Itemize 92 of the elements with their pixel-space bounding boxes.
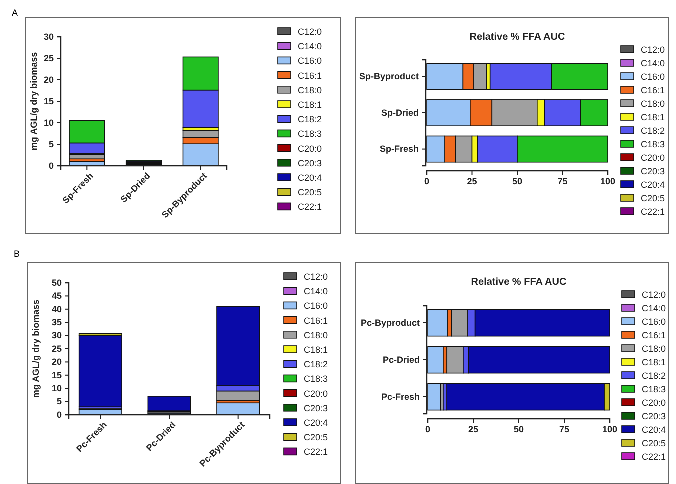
legend-label: C20:0 — [298, 144, 322, 154]
legend-label: C20:3 — [642, 412, 666, 422]
x-tick-label: 25 — [468, 424, 479, 434]
text: A — [12, 8, 18, 18]
legend-label: C18:0 — [304, 330, 328, 340]
legend-label: C20:3 — [304, 403, 328, 414]
y-tick-label: Sp-Fresh — [380, 144, 419, 154]
legend-label: C18:2 — [298, 114, 322, 125]
x-tick-label: 100 — [600, 176, 616, 186]
legend-label: C16:1 — [642, 330, 666, 340]
legend-label: C20:5 — [304, 432, 328, 443]
legend-label: C18:1 — [304, 345, 328, 355]
legend-label: C20:4 — [298, 173, 322, 183]
y-tick-label: Pc-Byproduct — [360, 318, 420, 328]
legend-label: C18:0 — [641, 99, 666, 109]
chart-title: Relative % FFA AUC — [470, 32, 566, 43]
legend-label: C12:0 — [298, 27, 322, 37]
y-tick-label: 0 — [48, 160, 54, 171]
x-tick-label: 0 — [425, 424, 431, 434]
legend-label: C14:0 — [641, 58, 666, 68]
legend-label: C16:1 — [641, 86, 666, 96]
legend-label: C18:1 — [642, 358, 666, 368]
y-tick-label: Sp-Byproduct — [360, 72, 419, 82]
legend-label: C22:1 — [298, 202, 322, 212]
y-axis-title: mg AGL/g dry biomass — [31, 300, 41, 398]
x-tick-label: 75 — [559, 424, 570, 434]
x-tick-label: 75 — [558, 176, 568, 186]
y-tick-label: 25 — [52, 344, 62, 354]
y-tick-label: 35 — [52, 317, 62, 328]
legend-label: C12:0 — [304, 272, 328, 282]
y-tick-label: 15 — [52, 370, 62, 380]
legend-label: C16:0 — [641, 72, 666, 82]
y-tick-label: 45 — [52, 291, 62, 302]
y-tick-label: 0 — [56, 410, 62, 420]
legend-label: C18:2 — [642, 371, 666, 381]
legend-label: C18:1 — [641, 112, 666, 122]
legend-label: C18:2 — [641, 126, 666, 136]
legend-label: C12:0 — [642, 290, 666, 300]
legend-label: C18:2 — [304, 360, 328, 370]
legend-label: C18:3 — [641, 140, 666, 150]
x-tick-label: 100 — [602, 424, 618, 434]
legend-label: C14:0 — [304, 286, 328, 297]
y-tick-label: 30 — [44, 32, 54, 42]
legend-label: C16:0 — [298, 56, 322, 66]
legend-label: C20:0 — [642, 398, 666, 408]
legend-label: C16:1 — [304, 316, 328, 326]
y-tick-label: 40 — [52, 304, 62, 314]
y-tick-label: Sp-Dried — [381, 108, 419, 118]
y-tick-label: 20 — [52, 357, 62, 368]
legend-label: C20:0 — [641, 153, 666, 163]
y-tick-label: 5 — [48, 139, 54, 150]
legend-label: C18:3 — [304, 374, 328, 384]
legend-label: C16:1 — [298, 70, 322, 81]
legend-label: C18:0 — [642, 344, 666, 354]
y-tick-label: 50 — [52, 278, 62, 288]
y-tick-label: 10 — [44, 118, 54, 128]
x-tick-label: 25 — [467, 176, 478, 186]
y-axis-title: mg AGL/g dry biomass — [29, 52, 39, 151]
legend-label: C20:0 — [304, 388, 328, 399]
y-tick-label: 25 — [44, 53, 54, 64]
y-tick-label: 5 — [56, 396, 62, 407]
legend-label: C18:1 — [298, 100, 322, 110]
legend-label: C20:5 — [641, 194, 666, 204]
legend-label: C16:0 — [642, 317, 666, 327]
legend-label: C20:4 — [642, 425, 666, 435]
legend-label: C14:0 — [642, 304, 666, 314]
y-tick-label: 15 — [44, 96, 54, 106]
legend-label: C18:3 — [298, 129, 322, 140]
y-tick-label: 10 — [52, 383, 62, 394]
legend-label: C16:0 — [304, 301, 328, 312]
legend-label: C20:4 — [304, 418, 328, 428]
legend-label: C12:0 — [641, 45, 666, 55]
legend-label: C20:5 — [298, 188, 322, 198]
y-tick-label: Pc-Dried — [382, 354, 420, 365]
legend-label: C18:0 — [298, 85, 322, 96]
legend-label: C22:1 — [642, 452, 666, 462]
x-tick-label: 50 — [512, 176, 523, 186]
y-tick-label: 30 — [52, 330, 62, 341]
legend-label: C20:3 — [641, 166, 666, 176]
chart-title: Relative % FFA AUC — [471, 277, 567, 288]
x-tick-label: 0 — [424, 176, 430, 186]
text: B — [14, 249, 20, 259]
legend-label: C18:3 — [642, 384, 666, 394]
legend-label: C22:1 — [641, 207, 666, 217]
y-tick-label: Pc-Fresh — [381, 392, 420, 402]
legend-label: C14:0 — [298, 42, 322, 52]
x-tick-label: 50 — [514, 424, 524, 434]
y-tick-label: 20 — [44, 74, 54, 85]
legend-label: C20:4 — [641, 180, 666, 190]
legend-label: C20:3 — [298, 158, 322, 168]
legend-label: C20:5 — [642, 438, 666, 448]
legend-label: C22:1 — [304, 447, 328, 458]
